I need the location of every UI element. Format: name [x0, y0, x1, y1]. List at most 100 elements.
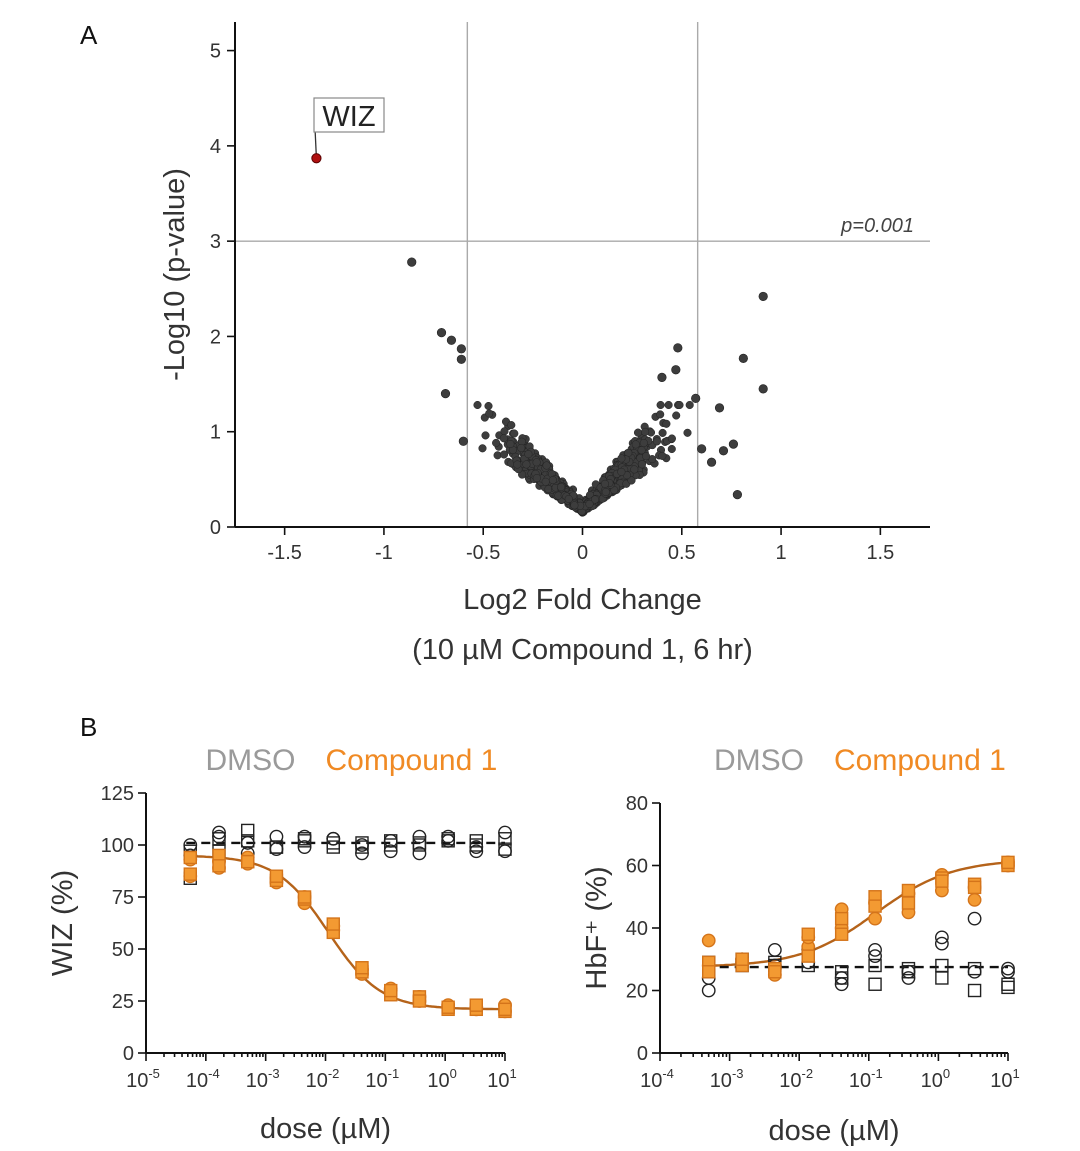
protein-point — [481, 431, 490, 440]
dmso-square-point — [901, 961, 916, 976]
compound-square-point — [901, 883, 916, 898]
dmso-square-point — [355, 840, 369, 854]
y-tick-label: 40 — [626, 918, 648, 940]
dmso-square-point — [1001, 980, 1015, 995]
dmso-square-point — [241, 823, 255, 838]
compound-square-point — [326, 917, 340, 931]
y-axis-title: HbF⁺ (%) — [581, 866, 613, 989]
compound-square-point — [412, 994, 427, 1008]
compound-square-point — [269, 869, 284, 883]
wiz-point — [311, 153, 322, 164]
x-axis-title: dose (µM) — [260, 1113, 391, 1145]
dmso-square-point — [498, 832, 512, 846]
protein-point — [478, 444, 487, 453]
dmso-square-point — [469, 834, 483, 848]
protein-point — [633, 428, 643, 437]
compound-square-point — [935, 874, 949, 888]
protein-point — [513, 460, 522, 469]
protein-point-outlier — [718, 446, 729, 456]
compound-square-point — [868, 899, 882, 913]
protein-point — [658, 428, 667, 437]
compound-square-point — [469, 998, 483, 1012]
dmso-circle-point — [868, 942, 882, 957]
y-tick-label: 80 — [626, 793, 648, 815]
compound-circle-point — [967, 892, 982, 907]
x-tick-label: 10-4 — [186, 1066, 220, 1092]
y-tick-label: 2 — [210, 326, 221, 348]
dmso-circle-point — [326, 831, 341, 846]
protein-point-outlier — [407, 257, 417, 267]
protein-point — [642, 452, 651, 461]
protein-point-outlier — [758, 291, 768, 302]
compound-square-point — [901, 896, 916, 910]
protein-point-outlier — [714, 403, 725, 413]
x-tick-label: 101 — [487, 1066, 516, 1092]
protein-point — [683, 428, 692, 437]
x-tick-label: 0 — [577, 542, 588, 564]
protein-point — [672, 411, 681, 420]
protein-point — [542, 461, 551, 470]
y-tick-label: 100 — [101, 835, 134, 857]
dmso-circle-point — [868, 949, 882, 964]
protein-point — [601, 487, 610, 497]
y-tick-label: 60 — [626, 856, 648, 878]
protein-point — [532, 474, 541, 483]
dmso-square-point — [498, 842, 512, 856]
y-tick-label: 25 — [112, 991, 134, 1013]
y-tick-label: 5 — [210, 41, 221, 63]
protein-point-outlier — [732, 490, 742, 500]
x-tick-label: 10-2 — [306, 1066, 340, 1092]
x-tick-label: -1 — [375, 542, 393, 564]
compound-square-point — [384, 983, 398, 998]
compound-square-point — [297, 890, 312, 904]
x-axis-title: dose (µM) — [768, 1115, 899, 1147]
protein-point — [492, 438, 501, 447]
protein-point — [617, 467, 626, 476]
x-tick-label: 100 — [427, 1066, 456, 1092]
protein-point — [548, 476, 557, 485]
protein-point-outlier — [758, 384, 768, 394]
p-threshold-label: p=0.001 — [840, 215, 914, 237]
protein-point-outlier — [458, 436, 468, 446]
compound-square-point — [834, 911, 849, 926]
protein-point — [656, 400, 665, 410]
y-tick-label: 0 — [210, 517, 221, 539]
x-tick-label: 10-1 — [849, 1066, 883, 1092]
y-tick-label: 125 — [101, 783, 134, 805]
protein-point — [667, 444, 676, 454]
x-tick-label: 10-2 — [779, 1066, 813, 1092]
protein-point — [656, 410, 665, 419]
x-tick-label: -1.5 — [267, 542, 301, 564]
dmso-square-point — [384, 838, 398, 852]
legend-compound: Compound 1 — [834, 744, 1006, 777]
protein-point — [664, 400, 673, 410]
x-tick-label: 10-4 — [640, 1066, 674, 1092]
x-tick-label: -0.5 — [466, 542, 500, 564]
compound-fit-curve — [708, 861, 1009, 967]
x-tick-label: 1.5 — [866, 542, 894, 564]
protein-point — [506, 439, 515, 449]
protein-point — [570, 501, 579, 510]
x-axis-title-line1: Log2 Fold Change — [463, 584, 702, 616]
protein-point-outlier — [691, 393, 701, 403]
x-tick-label: 1 — [776, 542, 787, 564]
wiz-label-text: WIZ — [322, 101, 375, 133]
protein-point — [667, 434, 676, 443]
y-tick-label: 4 — [210, 136, 221, 158]
protein-point — [564, 494, 573, 504]
protein-point — [590, 495, 600, 504]
protein-point — [510, 429, 519, 438]
protein-point — [585, 499, 594, 509]
protein-point — [473, 400, 482, 410]
protein-point — [532, 458, 541, 467]
compound-square-point — [212, 859, 226, 873]
protein-point — [627, 476, 636, 485]
compound-square-point — [241, 854, 255, 869]
compound-square-point — [1001, 855, 1015, 870]
compound-square-point — [183, 867, 197, 881]
compound-square-point — [498, 1002, 512, 1017]
protein-point-outlier — [436, 328, 447, 338]
protein-point — [557, 483, 566, 492]
dmso-square-point — [967, 961, 982, 976]
legend-compound: Compound 1 — [326, 744, 498, 777]
